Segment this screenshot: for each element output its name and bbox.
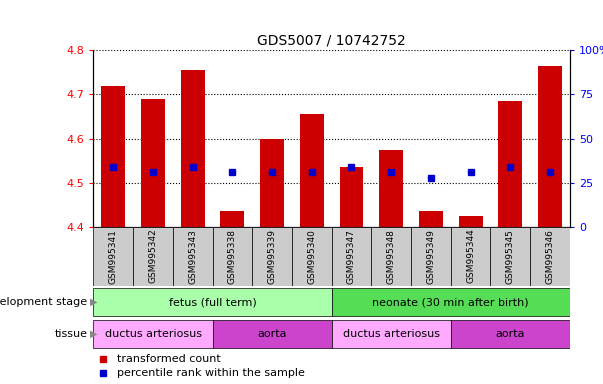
Bar <box>419 212 443 227</box>
Bar <box>252 227 292 286</box>
Bar <box>459 216 482 227</box>
Text: aorta: aorta <box>257 329 287 339</box>
Bar <box>379 150 403 227</box>
Bar <box>93 319 212 348</box>
Bar <box>371 227 411 286</box>
Text: GSM995340: GSM995340 <box>308 229 317 284</box>
Bar <box>212 319 332 348</box>
Bar <box>141 99 165 227</box>
Text: GSM995344: GSM995344 <box>466 229 475 283</box>
Text: ductus arteriosus: ductus arteriosus <box>104 329 201 339</box>
Bar <box>292 227 332 286</box>
Text: transformed count: transformed count <box>117 354 221 364</box>
Bar <box>339 167 364 227</box>
Text: ▶: ▶ <box>90 297 98 307</box>
Text: GSM995338: GSM995338 <box>228 229 237 284</box>
Bar <box>538 66 562 227</box>
Text: ductus arteriosus: ductus arteriosus <box>343 329 440 339</box>
Text: neonate (30 min after birth): neonate (30 min after birth) <box>373 297 529 307</box>
Bar <box>300 114 324 227</box>
Bar <box>181 70 204 227</box>
Bar <box>530 227 570 286</box>
Bar <box>498 101 522 227</box>
Text: development stage: development stage <box>0 297 87 307</box>
Bar <box>173 227 212 286</box>
Bar <box>260 139 284 227</box>
Text: GSM995349: GSM995349 <box>426 229 435 284</box>
Text: GSM995341: GSM995341 <box>109 229 118 284</box>
Text: GSM995339: GSM995339 <box>268 229 277 284</box>
Text: GSM995347: GSM995347 <box>347 229 356 284</box>
Bar <box>490 227 530 286</box>
Text: percentile rank within the sample: percentile rank within the sample <box>117 368 305 378</box>
Bar <box>101 86 125 227</box>
Bar <box>332 288 570 316</box>
Bar <box>221 212 244 227</box>
Bar <box>212 227 252 286</box>
Text: GSM995346: GSM995346 <box>546 229 555 284</box>
Text: aorta: aorta <box>496 329 525 339</box>
Bar <box>93 227 133 286</box>
Text: fetus (full term): fetus (full term) <box>169 297 256 307</box>
Bar <box>93 288 332 316</box>
Bar <box>450 227 490 286</box>
Title: GDS5007 / 10742752: GDS5007 / 10742752 <box>257 34 406 48</box>
Bar <box>332 319 450 348</box>
Text: GSM995345: GSM995345 <box>506 229 515 284</box>
Text: GSM995343: GSM995343 <box>188 229 197 284</box>
Bar <box>450 319 570 348</box>
Text: ▶: ▶ <box>90 329 98 339</box>
Text: tissue: tissue <box>54 329 87 339</box>
Bar <box>133 227 173 286</box>
Text: GSM995342: GSM995342 <box>148 229 157 283</box>
Text: GSM995348: GSM995348 <box>387 229 396 284</box>
Bar <box>411 227 450 286</box>
Bar <box>332 227 371 286</box>
